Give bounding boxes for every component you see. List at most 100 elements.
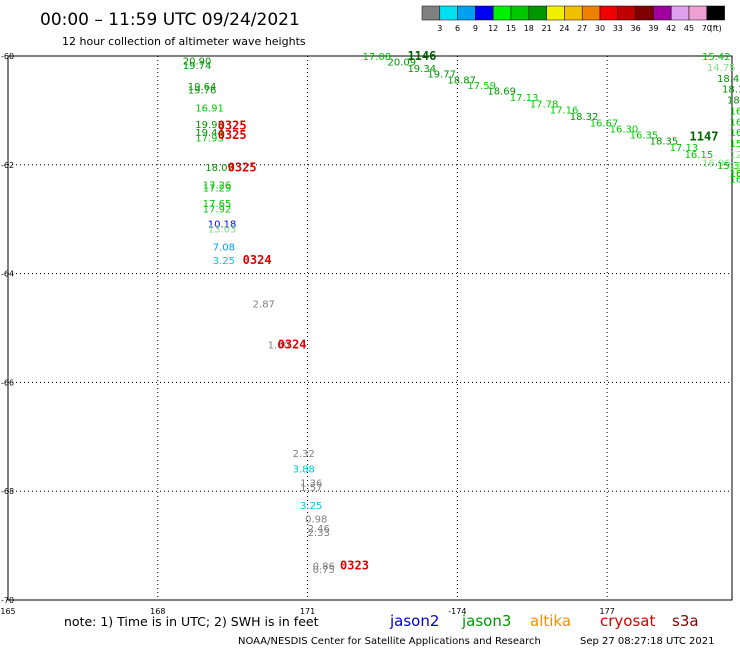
swh-value: 17.13 bbox=[510, 93, 539, 104]
swh-value: 17.65 bbox=[203, 199, 232, 210]
legend-label: 15 bbox=[506, 24, 516, 33]
legend-swatch bbox=[617, 5, 636, 21]
satellite-name: altika bbox=[530, 612, 571, 630]
legend-swatch bbox=[546, 5, 565, 21]
credit-text: NOAA/NESDIS Center for Satellite Applica… bbox=[238, 636, 541, 647]
swh-value: 3.25 bbox=[213, 256, 235, 267]
legend-swatch bbox=[653, 5, 672, 21]
legend-label: 12 bbox=[488, 24, 498, 33]
swh-value: 17.13 bbox=[670, 143, 699, 154]
swh-value: 17.29 bbox=[203, 184, 232, 195]
legend-swatch bbox=[421, 5, 441, 21]
legend-swatch bbox=[706, 5, 725, 21]
swh-value: 16.30 bbox=[610, 124, 639, 135]
swh-value: 16.15 bbox=[685, 150, 714, 161]
satellite-name: s3a bbox=[672, 612, 699, 630]
legend-swatch bbox=[528, 5, 547, 21]
y-tick-label: -70 bbox=[1, 596, 14, 605]
y-tick-label: -60 bbox=[1, 52, 14, 61]
swh-value: 15.97 bbox=[730, 139, 740, 150]
legend-label: 3 bbox=[437, 24, 442, 33]
legend-swatch bbox=[510, 5, 530, 21]
legend-label: 18 bbox=[524, 24, 534, 33]
y-tick-label: -62 bbox=[1, 161, 14, 170]
swh-value: 16.91 bbox=[195, 104, 224, 115]
swh-value: 18.45 bbox=[717, 74, 740, 85]
swh-value: 18.87 bbox=[447, 75, 476, 86]
x-tick-label: -174 bbox=[448, 607, 466, 616]
satellite-legend: jason2 jason3 altika cryosat s3a bbox=[389, 612, 699, 630]
legend-label: 33 bbox=[613, 24, 623, 33]
swh-value: 16 bbox=[730, 161, 740, 172]
swh-value: 0.98 bbox=[305, 514, 327, 525]
swh-value: 17.26 bbox=[203, 180, 232, 191]
swh-value: 10.18 bbox=[208, 220, 237, 231]
swh-value: 7.08 bbox=[213, 242, 235, 253]
swh-value: 17.92 bbox=[203, 204, 232, 215]
legend-label: 27 bbox=[577, 24, 587, 33]
swh-value: 20.09 bbox=[387, 57, 416, 68]
swh-value: 16.42 bbox=[730, 128, 740, 139]
swh-value: 17.16 bbox=[550, 105, 579, 116]
swh-value: 19.34 bbox=[407, 64, 436, 75]
swh-value: 16.97 bbox=[730, 106, 740, 117]
legend-label: 45 bbox=[684, 24, 694, 33]
swh-value: 18.69 bbox=[487, 86, 516, 97]
legend-label: (ft) bbox=[710, 24, 722, 33]
swh-value: 2.33 bbox=[308, 528, 330, 539]
swh-value: 16.67 bbox=[590, 118, 619, 129]
swh-value: 17.08 bbox=[363, 52, 392, 63]
y-tick-label: -68 bbox=[1, 487, 14, 496]
grid-lines bbox=[8, 56, 732, 600]
time-labels: 114611121110325032503250324032403231147 bbox=[218, 49, 719, 573]
swh-value: 17.59 bbox=[467, 81, 496, 92]
legend-label: 36 bbox=[631, 24, 641, 33]
swh-value: 12.6 bbox=[730, 150, 740, 161]
legend-label: 6 bbox=[455, 24, 460, 33]
y-tick-label: -64 bbox=[1, 270, 14, 279]
legend-label: 24 bbox=[559, 24, 569, 33]
swh-value: 19.74 bbox=[183, 61, 212, 72]
swh-value: 2.87 bbox=[253, 300, 275, 311]
legend-label: 30 bbox=[595, 24, 605, 33]
swh-value: 16.57 bbox=[730, 117, 740, 128]
time-label: 0325 bbox=[228, 161, 257, 175]
swh-value: 17.78 bbox=[530, 99, 559, 110]
swh-value: 0.86 bbox=[313, 562, 335, 573]
swh-value: 13.03 bbox=[208, 224, 237, 235]
swh-value: 1.57 bbox=[300, 483, 322, 494]
legend-label: 42 bbox=[666, 24, 676, 33]
swh-value: 20.90 bbox=[183, 56, 212, 67]
legend-swatch bbox=[475, 5, 494, 21]
x-tick-label: 171 bbox=[300, 607, 315, 616]
time-label: 0324 bbox=[278, 337, 307, 351]
swh-value: 16.35 bbox=[630, 130, 659, 141]
satellite-name: jason2 bbox=[389, 612, 439, 630]
swh-value: 3.25 bbox=[300, 501, 322, 512]
swh-value: 18.32 bbox=[570, 112, 599, 123]
timestamp-text: Sep 27 08:27:18 UTC 2021 bbox=[580, 636, 714, 647]
time-label: 1146 bbox=[407, 49, 436, 63]
chart-title: 00:00 – 11:59 UTC 09/24/2021 bbox=[40, 10, 300, 30]
legend-swatch bbox=[564, 5, 583, 21]
color-legend: 3 6 9 12 15 18 21 24 27 30 33 36 39 42 45 70(ft) bbox=[421, 5, 725, 33]
swh-value: 16.96 bbox=[702, 159, 731, 170]
swh-value: 2.46 bbox=[308, 524, 330, 535]
swh-value: 14.75 bbox=[707, 63, 736, 74]
swh-value: 19.93 bbox=[195, 120, 224, 131]
swh-value: 18.14 bbox=[722, 85, 740, 96]
legend-swatch bbox=[439, 5, 458, 21]
swh-value: 1.00 bbox=[268, 340, 290, 351]
legend-label: 70 bbox=[702, 24, 712, 33]
legend-swatch bbox=[492, 5, 512, 21]
y-tick-label: -66 bbox=[1, 378, 14, 387]
legend-label: 39 bbox=[648, 24, 658, 33]
time-label: 0323 bbox=[340, 559, 369, 573]
time-label: 0325 bbox=[218, 119, 247, 133]
legend-label: 21 bbox=[542, 24, 552, 33]
swh-value: 18.35 bbox=[650, 136, 679, 147]
swh-value: 16 bbox=[730, 174, 740, 185]
swh-value: 1.36 bbox=[300, 478, 322, 489]
